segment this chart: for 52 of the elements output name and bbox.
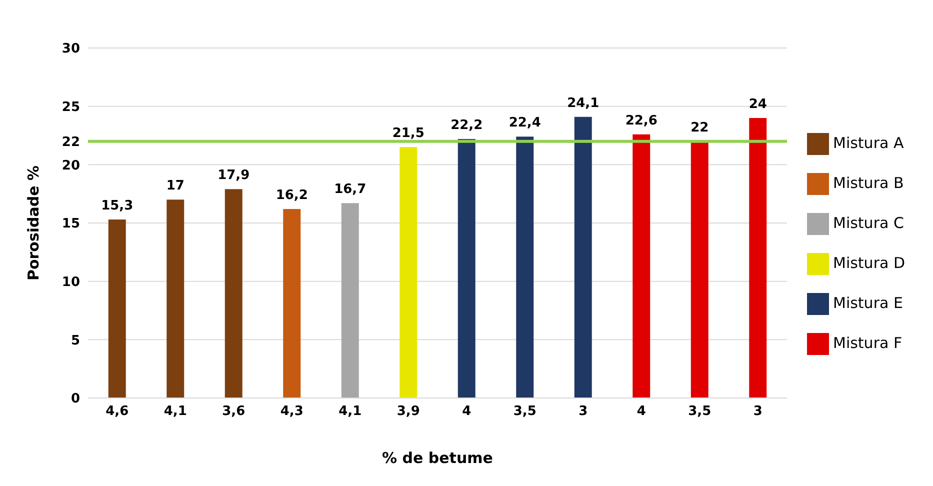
bar — [749, 118, 767, 398]
data-label: 22,6 — [625, 113, 658, 128]
data-label: 16,7 — [334, 182, 366, 198]
bar — [400, 147, 418, 398]
y-tick-label: 30 — [62, 42, 80, 57]
x-tick-label: 4,1 — [164, 404, 187, 420]
y-tick-label: 22 — [62, 134, 80, 150]
bar — [458, 139, 476, 398]
data-label: 22,4 — [508, 116, 541, 131]
data-label: 22,2 — [450, 118, 483, 133]
y-axis-title: Porosidade % — [24, 165, 42, 281]
x-tick-label: 4,3 — [280, 404, 304, 420]
data-label: 24,1 — [567, 96, 600, 111]
data-label: 17 — [166, 178, 184, 194]
x-tick-label: 3 — [753, 404, 762, 420]
data-label: 21,5 — [392, 126, 424, 142]
x-tick-label: 4,6 — [106, 404, 129, 420]
y-tick-label: 15 — [62, 216, 80, 232]
data-label: 17,9 — [218, 168, 250, 184]
x-axis-title: % de betume — [382, 449, 493, 467]
legend-label: Mistura F — [833, 334, 902, 352]
legend-label: Mistura E — [833, 294, 903, 312]
data-label: 24 — [748, 97, 767, 112]
x-tick-label: 4 — [462, 404, 472, 420]
x-tick-label: 3,9 — [396, 404, 420, 420]
x-tick-label: 4 — [636, 404, 646, 420]
data-label: 22 — [690, 120, 709, 136]
y-tick-label: 10 — [62, 274, 80, 290]
x-tick-label: 4,1 — [338, 404, 362, 420]
x-tick-label: 3,6 — [222, 404, 246, 420]
legend-label: Mistura B — [833, 174, 904, 192]
x-tick-label: 3,5 — [688, 404, 712, 420]
bar — [341, 203, 359, 398]
bar — [516, 136, 534, 398]
y-tick-label: 20 — [62, 158, 80, 174]
legend-label: Mistura A — [833, 134, 904, 152]
y-tick-label: 25 — [62, 100, 80, 115]
bar — [632, 134, 650, 398]
x-tick-label: 3 — [578, 404, 588, 420]
x-tick-label: 3,5 — [513, 404, 536, 420]
legend-label: Mistura D — [833, 254, 905, 272]
data-label: 15,3 — [101, 198, 134, 214]
bar — [283, 209, 301, 398]
bar — [224, 189, 242, 398]
legend-label: Mistura C — [833, 214, 904, 232]
y-tick-label: 5 — [70, 333, 80, 348]
bar — [574, 116, 592, 398]
bar — [690, 141, 708, 398]
bar — [108, 220, 126, 398]
data-label: 16,2 — [276, 188, 308, 203]
bar — [166, 200, 184, 398]
y-tick-label: 0 — [70, 392, 80, 407]
